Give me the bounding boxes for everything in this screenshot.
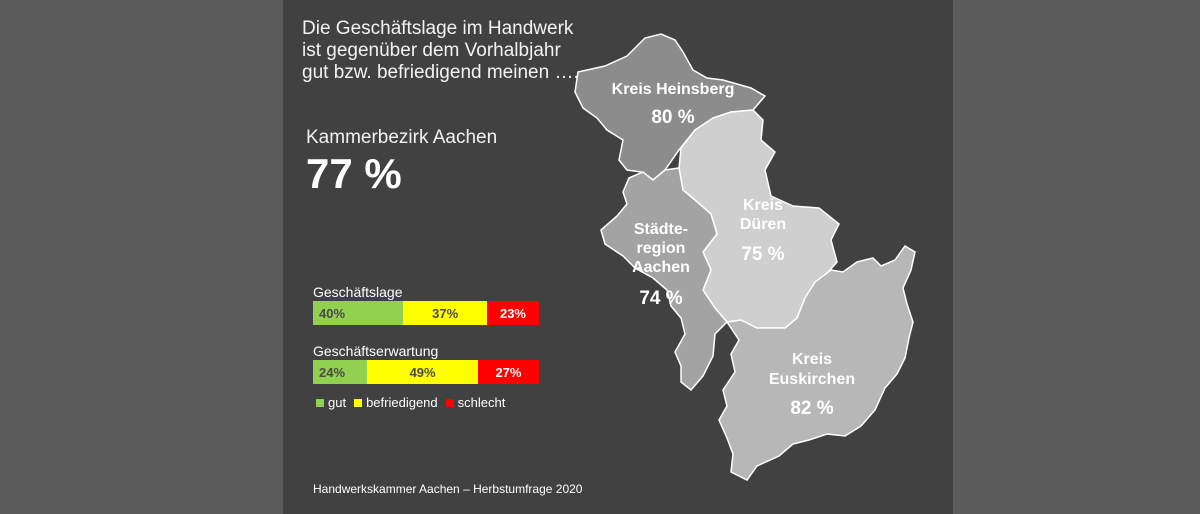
headline-line-3: gut bzw. befriedigend meinen ….	[302, 62, 579, 83]
region-name-aachen: Städte-	[634, 221, 688, 238]
region-value-aachen: 74 %	[639, 288, 682, 309]
infographic-slide: Die Geschäftslage im Handwerk ist gegenü…	[283, 0, 953, 514]
total-label: Kammerbezirk Aachen	[306, 127, 498, 148]
legend-swatch	[354, 398, 363, 407]
total-value: 77 %	[306, 150, 402, 197]
map-region-euskirchen	[718, 245, 916, 481]
bar-segment-befriedigend: 49%	[367, 360, 478, 384]
legend-label: befriedigend	[366, 395, 438, 410]
region-name-euskirchen: Kreis	[792, 351, 832, 368]
stacked-bar-geschaeftslage: 40% 37% 23%	[313, 301, 539, 325]
region-map: Kreis Heinsberg 80 % Kreis Düren 75 % Städte-…	[574, 33, 916, 481]
bar-segment-gut: 40%	[313, 301, 404, 325]
map-region-aachen	[600, 167, 729, 392]
legend-label: gut	[328, 395, 347, 410]
legend-label: schlecht	[457, 395, 506, 410]
bar-title-geschaeftslage: Geschäftslage	[313, 284, 403, 300]
legend-item-gut: gut	[316, 395, 346, 410]
bar-segment-gut: 24%	[313, 360, 368, 384]
region-name-euskirchen: Euskirchen	[769, 371, 855, 388]
bar-segment-befriedigend: 37%	[403, 301, 487, 325]
region-value-dueren: 75 %	[741, 244, 784, 265]
footer-source: Handwerkskammer Aachen – Herbstumfrage 2…	[313, 482, 583, 496]
region-name-dueren: Kreis	[743, 197, 783, 214]
region-name-aachen: Aachen	[632, 259, 690, 276]
legend-swatch	[445, 398, 454, 407]
bar-title-geschaeftserwartung: Geschäftserwartung	[313, 343, 439, 359]
legend-item-befriedigend: befriedigend	[354, 395, 438, 410]
legend-swatch	[316, 398, 324, 407]
region-name-aachen: region	[637, 240, 686, 257]
legend-item-schlecht: schlecht	[445, 395, 506, 410]
region-value-euskirchen: 82 %	[790, 398, 833, 419]
legend: gut befriedigend schlecht	[316, 395, 513, 410]
headline: Die Geschäftslage im Handwerk ist gegenü…	[302, 18, 592, 84]
bar-segment-schlecht: 27%	[477, 360, 539, 384]
region-name-heinsberg: Kreis Heinsberg	[612, 81, 735, 98]
headline-line-1: Die Geschäftslage im Handwerk	[302, 18, 574, 39]
stacked-bar-geschaeftserwartung: 24% 49% 27%	[313, 360, 539, 384]
bar-segment-schlecht: 23%	[487, 301, 539, 325]
region-value-heinsberg: 80 %	[651, 107, 694, 128]
headline-line-2: ist gegenüber dem Vorhalbjahr	[302, 40, 561, 61]
region-name-dueren: Düren	[740, 216, 786, 233]
